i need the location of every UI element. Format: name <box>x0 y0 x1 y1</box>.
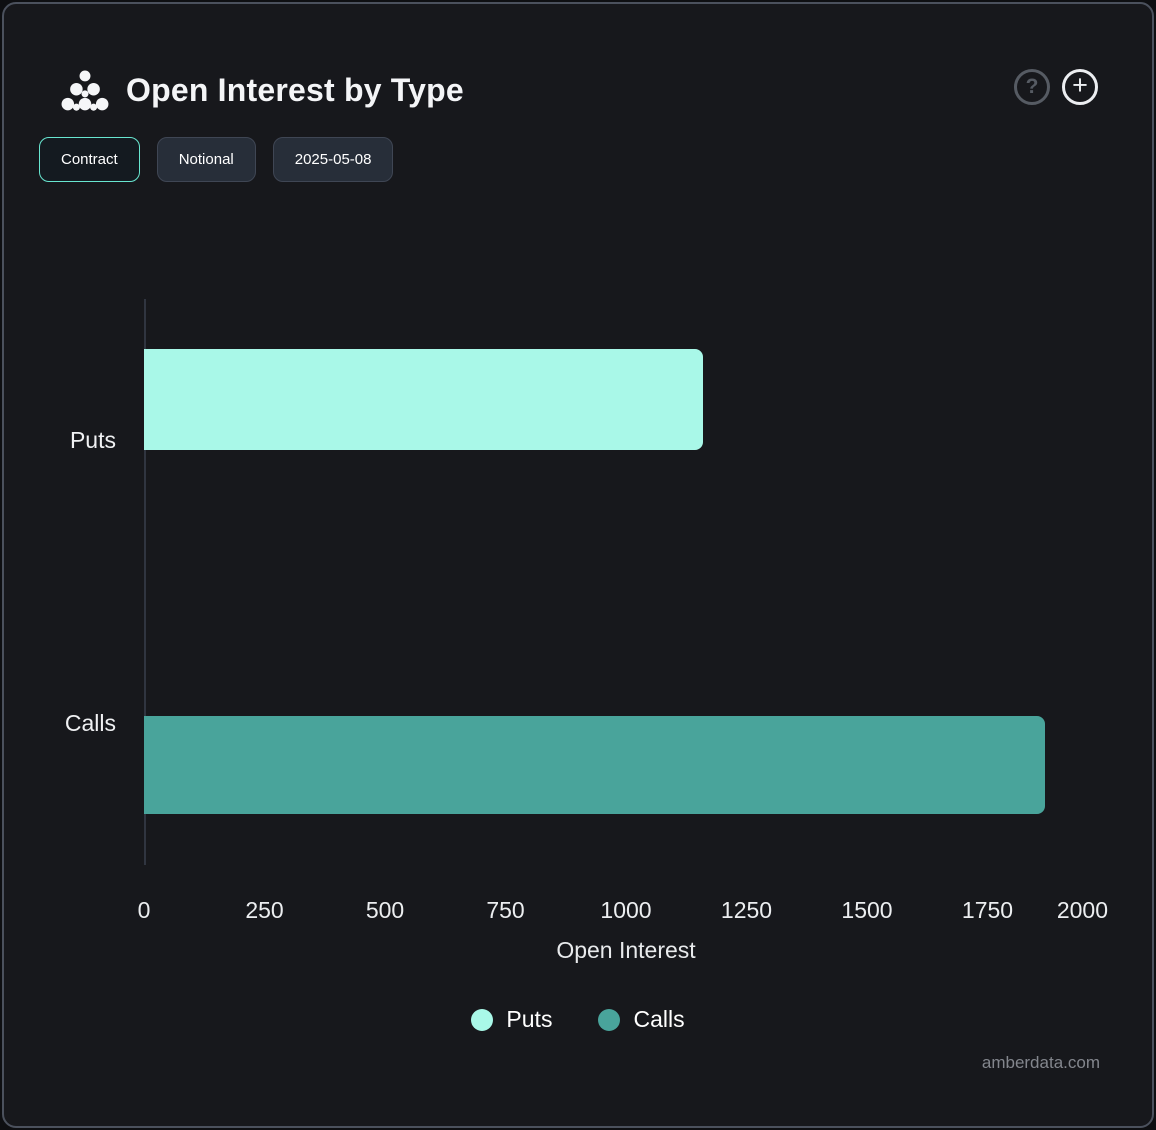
legend-label-calls: Calls <box>633 1006 685 1032</box>
y-axis-label-calls: Calls <box>64 710 116 736</box>
x-tick: 1000 <box>600 897 652 923</box>
legend-dot-calls <box>598 1008 621 1031</box>
watermark: amberdata.com <box>981 1053 1100 1072</box>
x-tick: 0 <box>137 897 151 923</box>
legend-item-calls[interactable]: Calls <box>598 1006 685 1033</box>
chart-legend: Puts Calls <box>4 1006 1152 1033</box>
x-tick: 750 <box>486 897 525 923</box>
plus-icon: + <box>1072 70 1088 100</box>
bar-calls[interactable] <box>144 716 1046 814</box>
x-axis-title: Open Interest <box>556 937 696 963</box>
legend-dot-puts <box>471 1008 494 1031</box>
x-axis-ticks: 0 250 500 750 1000 1250 1500 1750 2000 <box>138 897 1108 927</box>
x-tick: 1750 <box>961 897 1014 923</box>
notional-toggle-button[interactable]: Notional <box>156 137 256 182</box>
help-button[interactable]: ? <box>1014 69 1050 105</box>
y-axis-label-puts: Puts <box>69 427 116 453</box>
x-tick: 250 <box>245 897 284 923</box>
x-tick: 1500 <box>841 897 893 923</box>
contract-toggle-button[interactable]: Contract <box>39 137 140 182</box>
add-button[interactable]: + <box>1062 69 1098 105</box>
legend-item-puts[interactable]: Puts <box>471 1006 552 1033</box>
page-title: Open Interest by Type <box>126 72 464 108</box>
x-tick: 1250 <box>720 897 773 923</box>
legend-label-puts: Puts <box>506 1006 553 1032</box>
date-selector-button[interactable]: 2025-05-08 <box>272 137 394 182</box>
amberdata-logo-icon <box>60 67 110 113</box>
question-mark-icon: ? <box>1025 75 1039 98</box>
toolbar: Contract Notional 2025-05-08 <box>39 137 394 182</box>
x-tick: 500 <box>365 897 405 923</box>
bar-puts[interactable] <box>144 349 704 450</box>
y-axis-line <box>144 299 146 865</box>
x-tick: 2000 <box>1056 897 1108 923</box>
plot-area <box>144 299 1108 865</box>
